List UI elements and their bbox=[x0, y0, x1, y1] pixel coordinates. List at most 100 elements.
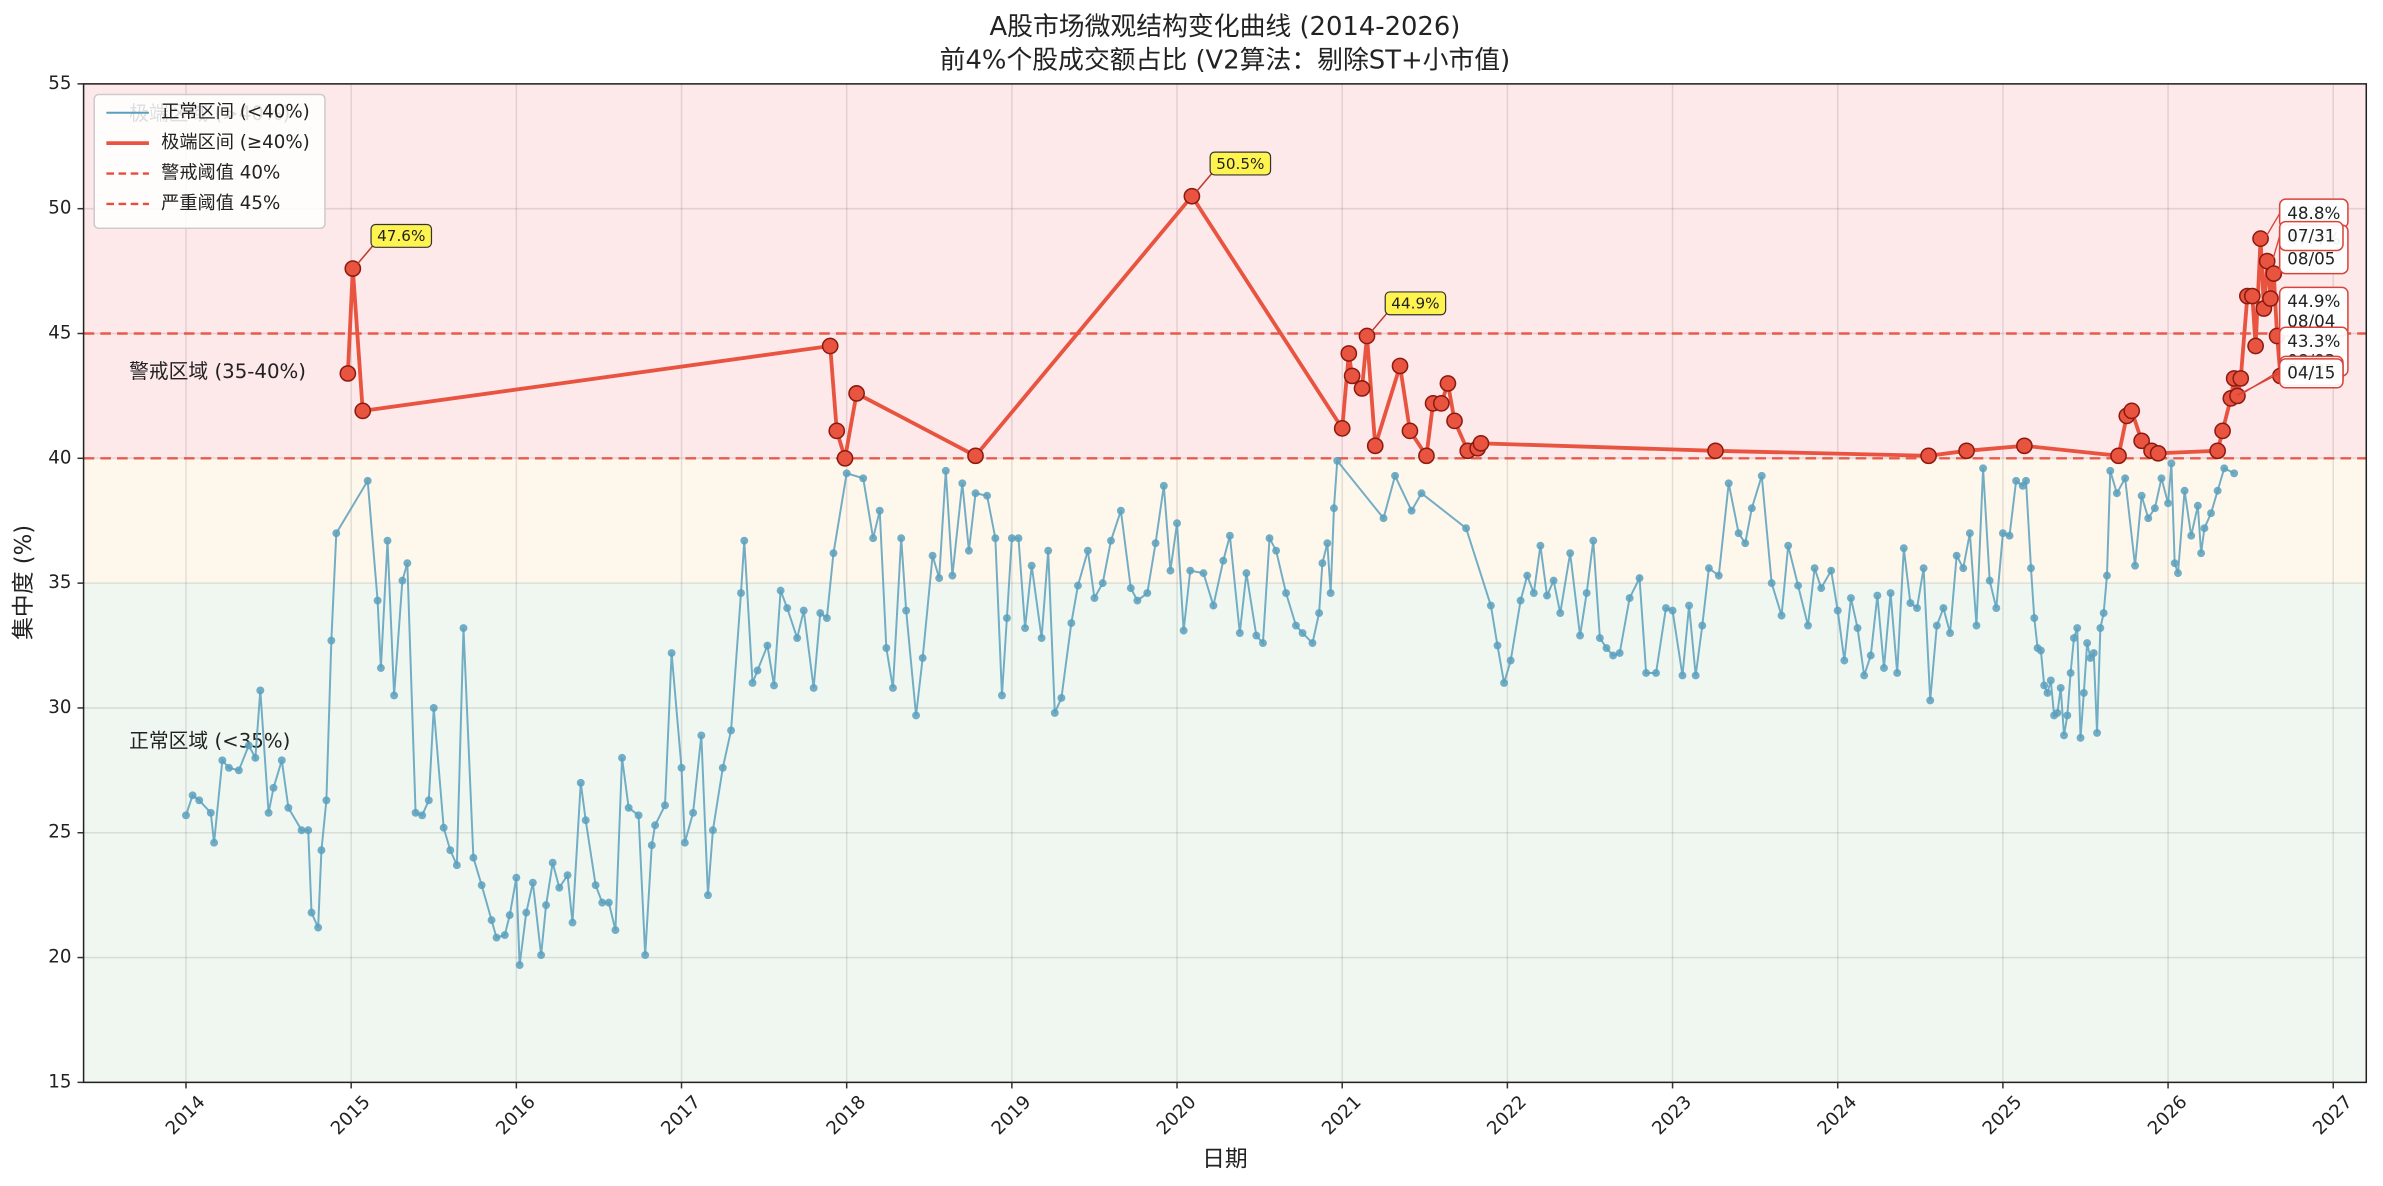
data-point bbox=[1958, 442, 1975, 460]
data-point bbox=[1027, 561, 1036, 570]
data-point bbox=[1014, 534, 1023, 543]
annotation: 04/15 bbox=[2278, 358, 2344, 389]
data-point bbox=[1906, 599, 1915, 608]
x-tick-label: 2019 bbox=[988, 1092, 1036, 1140]
y-tick-label: 40 bbox=[48, 447, 71, 468]
data-point bbox=[195, 796, 204, 805]
data-point bbox=[1678, 671, 1687, 680]
data-point bbox=[1090, 594, 1099, 603]
data-point bbox=[1952, 551, 1961, 560]
data-point bbox=[2170, 559, 2179, 568]
data-point bbox=[1073, 581, 1082, 590]
chart-subtitle: 前4%个股成交额占比 (V2算法：剔除ST+小市值) bbox=[940, 46, 1511, 76]
data-point bbox=[1757, 471, 1766, 480]
data-point bbox=[1391, 471, 1400, 480]
y-tick-label: 35 bbox=[48, 572, 71, 593]
data-point bbox=[928, 551, 937, 560]
data-point bbox=[1366, 437, 1384, 455]
data-point bbox=[2030, 614, 2039, 623]
data-point bbox=[1126, 584, 1135, 593]
data-point bbox=[390, 691, 399, 700]
data-point bbox=[1044, 546, 1053, 555]
data-point bbox=[563, 871, 572, 880]
plot-frame bbox=[82, 83, 2368, 1084]
data-point bbox=[816, 609, 825, 618]
data-point bbox=[2036, 646, 2045, 655]
data-point bbox=[2079, 689, 2088, 697]
data-point bbox=[363, 476, 372, 485]
data-point bbox=[2229, 387, 2246, 405]
data-point bbox=[304, 826, 313, 835]
x-tick-label: 2027 bbox=[2309, 1092, 2357, 1140]
data-point bbox=[2060, 731, 2068, 740]
data-point bbox=[1985, 576, 1994, 585]
data-point bbox=[548, 858, 557, 867]
data-point bbox=[875, 506, 884, 515]
data-point bbox=[1556, 609, 1565, 618]
annotation-arrow bbox=[356, 243, 375, 265]
data-point bbox=[753, 666, 762, 675]
data-point bbox=[1840, 656, 1849, 665]
zone-label: 警戒区域 (35-40%) bbox=[129, 360, 306, 383]
data-point bbox=[1642, 669, 1651, 677]
data-point bbox=[182, 811, 190, 820]
data-point bbox=[2200, 524, 2209, 533]
x-tick-label: 2022 bbox=[1483, 1092, 1531, 1140]
data-point bbox=[1804, 621, 1812, 630]
data-point bbox=[958, 479, 967, 488]
data-point bbox=[1516, 596, 1525, 605]
data-point bbox=[703, 891, 712, 900]
data-point bbox=[1340, 345, 1358, 362]
data-point bbox=[1486, 601, 1495, 610]
data-point bbox=[418, 811, 427, 820]
data-point bbox=[1258, 639, 1267, 647]
y-tick-label: 30 bbox=[48, 697, 71, 718]
data-point bbox=[1050, 708, 1059, 717]
x-tick-label: 2026 bbox=[2144, 1092, 2192, 1140]
annotation-text: 08/04 bbox=[2287, 311, 2335, 331]
data-point bbox=[647, 841, 656, 850]
data-point bbox=[799, 606, 808, 615]
data-point bbox=[2133, 432, 2151, 450]
data-point bbox=[1209, 601, 1218, 610]
data-point bbox=[452, 861, 461, 870]
data-point bbox=[912, 711, 921, 720]
data-point bbox=[1159, 481, 1168, 490]
data-point bbox=[1979, 464, 1988, 473]
data-point bbox=[344, 260, 362, 277]
data-point bbox=[1972, 621, 1981, 630]
data-point bbox=[829, 549, 838, 558]
legend-label: 严重阈值 45% bbox=[161, 193, 280, 214]
data-point bbox=[469, 853, 478, 862]
annotation: 44.9% bbox=[1384, 291, 1447, 316]
data-point bbox=[1582, 589, 1591, 598]
data-point bbox=[2040, 681, 2049, 690]
legend-label: 警戒阈值 40% bbox=[161, 163, 280, 184]
data-point bbox=[297, 826, 306, 835]
data-point bbox=[598, 898, 607, 907]
data-point bbox=[2066, 669, 2075, 677]
data-point bbox=[244, 741, 253, 750]
data-point bbox=[2150, 504, 2159, 513]
data-point bbox=[902, 606, 911, 615]
annotation-box bbox=[1384, 291, 1447, 316]
data-point bbox=[307, 908, 316, 917]
data-point bbox=[1707, 442, 1724, 460]
data-point bbox=[941, 466, 950, 475]
data-point bbox=[1432, 395, 1450, 412]
data-point bbox=[2121, 474, 2130, 483]
data-point bbox=[2099, 609, 2108, 618]
annotation-arrow bbox=[1370, 311, 1389, 332]
x-tick-label: 2017 bbox=[657, 1092, 705, 1140]
data-point bbox=[948, 571, 957, 580]
data-point bbox=[218, 756, 227, 765]
data-point bbox=[2243, 287, 2261, 305]
chart-title: A股市场微观结构变化曲线 (2014-2026) bbox=[989, 12, 1460, 42]
data-point bbox=[2207, 509, 2215, 518]
data-point bbox=[1407, 506, 1416, 515]
data-point bbox=[314, 923, 323, 932]
data-point bbox=[836, 449, 854, 467]
data-point bbox=[727, 726, 736, 735]
data-point bbox=[339, 365, 357, 382]
data-point bbox=[2180, 486, 2189, 495]
